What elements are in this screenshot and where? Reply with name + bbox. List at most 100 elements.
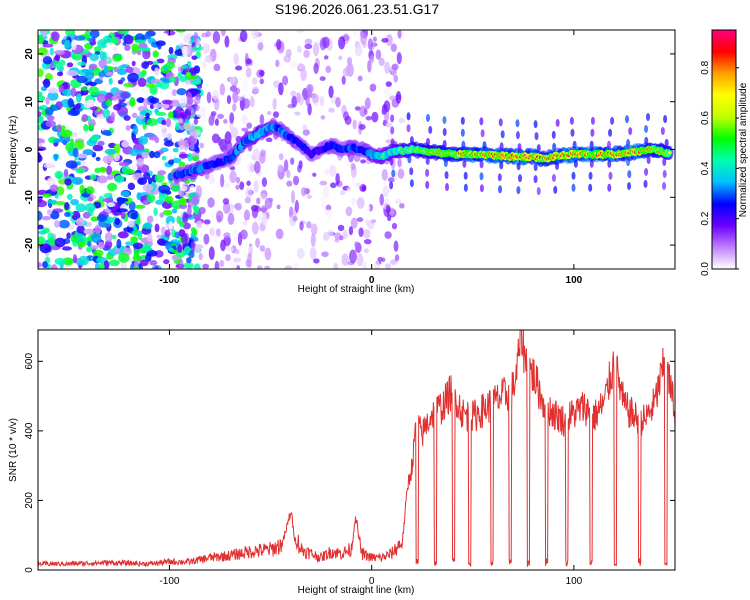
heatmap-cell (350, 217, 358, 229)
heatmap-cell (292, 215, 298, 222)
heatmap-cell (96, 175, 108, 184)
heatmap-cell (55, 201, 66, 206)
heatmap-cell (328, 107, 335, 113)
heatmap-cell (215, 210, 224, 223)
heatmap-cell (45, 96, 50, 105)
heatmap-cell (292, 175, 300, 186)
heatmap-cell (391, 63, 399, 71)
heatmap-cell (87, 240, 92, 247)
heatmap-cell (313, 258, 320, 264)
heatmap-cell (217, 136, 222, 146)
heatmap-cell (213, 63, 221, 72)
heatmap-cell (339, 235, 344, 241)
heatmap-cell (38, 146, 47, 151)
heatmap-cell (79, 184, 85, 195)
heatmap-cell (626, 139, 631, 148)
heatmap-cell (383, 100, 391, 113)
heatmap-cell (608, 128, 613, 137)
heatmap-cell (479, 160, 484, 169)
heatmap-cell (235, 96, 244, 102)
heatmap-cell (257, 42, 264, 51)
colorbar-frame (711, 29, 737, 270)
heatmap-cell (254, 161, 261, 174)
heatmap-cell (105, 98, 113, 107)
heatmap-cell (169, 36, 175, 43)
heatmap-cell (463, 171, 468, 180)
heatmap-cell (394, 198, 402, 204)
heatmap-cell (81, 113, 89, 122)
heatmap-cell (96, 213, 108, 222)
heatmap-cell (296, 30, 305, 33)
heatmap-cell (64, 178, 72, 186)
heatmap-cell (409, 167, 414, 176)
heatmap-cell (384, 231, 392, 239)
heatmap-cell (141, 61, 150, 69)
heatmap-cell (143, 222, 153, 230)
heatmap-cell (38, 115, 44, 124)
heatmap-cell (120, 77, 126, 82)
heatmap-cell (191, 45, 204, 51)
heatmap-cell (146, 118, 158, 127)
heatmap-cell (124, 169, 135, 175)
heatmap-cell (397, 168, 405, 179)
heatmap-cell (229, 76, 236, 84)
heatmap-cell (363, 248, 369, 253)
heatmap-cell (256, 265, 263, 269)
snr-y-tick-label: 400 (24, 422, 35, 439)
heatmap-cell (169, 76, 177, 83)
heatmap-cell (361, 261, 367, 269)
heatmap-cell (162, 79, 172, 84)
heatmap-cell (89, 53, 99, 62)
heatmap-cell (610, 116, 615, 125)
heatmap-cell (104, 148, 117, 155)
heatmap-cell (142, 49, 151, 60)
heatmap-cell (172, 147, 179, 153)
heatmap-cell (38, 94, 46, 102)
heatmap-cell (131, 43, 140, 53)
spectrogram-y-tick-label: 0 (24, 146, 35, 152)
heatmap-cell (186, 257, 192, 264)
heatmap-cell (46, 177, 57, 187)
heatmap-cell (82, 149, 94, 156)
heatmap-cell (262, 213, 268, 227)
heatmap-cell (425, 168, 430, 177)
heatmap-cell (189, 185, 195, 193)
heatmap-cell (283, 159, 289, 173)
heatmap-cell (290, 157, 295, 165)
heatmap-cell (229, 170, 237, 184)
heatmap-cell (153, 207, 158, 217)
heatmap-cell (390, 126, 395, 135)
heatmap-cell (165, 61, 175, 69)
heatmap-cell (370, 218, 377, 224)
heatmap-cell (285, 48, 292, 58)
heatmap-cell (120, 92, 130, 99)
heatmap-cell (393, 240, 399, 252)
heatmap-cell (56, 124, 62, 133)
heatmap-cell (162, 209, 173, 216)
spectrogram-y-tick-label: 20 (24, 48, 35, 60)
heatmap-cell (106, 175, 114, 180)
heatmap-cell (499, 142, 504, 151)
heatmap-cell (219, 83, 226, 96)
colorbar-gradient (712, 30, 736, 269)
heatmap-cell (53, 119, 66, 127)
heatmap-cell (516, 186, 521, 195)
heatmap-cell (220, 30, 226, 37)
heatmap-cell (627, 170, 632, 179)
heatmap-cell (208, 246, 215, 261)
heatmap-cell (664, 138, 669, 147)
heatmap-cell (352, 30, 357, 37)
heatmap-cell (140, 243, 152, 252)
heatmap-cell (326, 229, 334, 237)
heatmap-cell (67, 98, 74, 108)
heatmap-cell (124, 44, 131, 51)
heatmap-cell (98, 59, 107, 68)
heatmap-cell (363, 238, 372, 245)
heatmap-cell (342, 229, 348, 240)
heatmap-cell (114, 247, 121, 254)
heatmap-cell (662, 158, 667, 167)
heatmap-cell (239, 229, 248, 240)
heatmap-cell (177, 244, 183, 253)
heatmap-cell (116, 238, 122, 249)
